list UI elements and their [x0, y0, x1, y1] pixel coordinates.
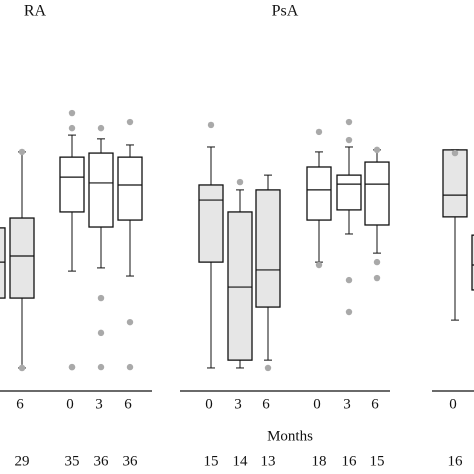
- outlier: [97, 329, 105, 337]
- x-tick-label: 0: [313, 396, 321, 412]
- box: [198, 184, 224, 263]
- x-tick-label: 3: [343, 396, 351, 412]
- box: [442, 149, 468, 218]
- outlier: [97, 363, 105, 371]
- outlier: [68, 109, 76, 117]
- outlier: [345, 308, 353, 316]
- outlier: [18, 148, 26, 156]
- box: [255, 189, 281, 308]
- x-tick-label: 6: [262, 396, 270, 412]
- count-label: 36: [123, 453, 139, 469]
- box: [364, 161, 390, 226]
- outlier: [207, 121, 215, 129]
- outlier: [18, 364, 26, 372]
- count-label: 16: [448, 453, 464, 469]
- box: [88, 152, 114, 228]
- outlier: [315, 261, 323, 269]
- x-tick-label: 6: [371, 396, 379, 412]
- x-tick-label: 0: [449, 396, 457, 412]
- outlier: [68, 124, 76, 132]
- x-tick-label: 6: [16, 396, 24, 412]
- count-label: 35: [65, 453, 80, 469]
- box: [0, 227, 6, 299]
- outlier: [264, 364, 272, 372]
- outlier: [97, 124, 105, 132]
- count-label: 18: [312, 453, 327, 469]
- outlier: [315, 128, 323, 136]
- count-label: 15: [370, 453, 385, 469]
- box: [117, 156, 143, 221]
- outlier: [345, 136, 353, 144]
- outlier: [373, 146, 381, 154]
- outlier: [345, 276, 353, 284]
- outlier: [451, 149, 459, 157]
- x-tick-label: 3: [234, 396, 242, 412]
- box: [471, 234, 474, 291]
- x-tick-label: 0: [205, 396, 213, 412]
- count-label: 16: [342, 453, 358, 469]
- outlier: [126, 318, 134, 326]
- count-label: 15: [204, 453, 219, 469]
- count-label: 14: [233, 453, 249, 469]
- panel-title: RA: [24, 3, 47, 20]
- outlier: [345, 118, 353, 126]
- box: [59, 156, 85, 213]
- outlier: [373, 274, 381, 282]
- outlier: [373, 258, 381, 266]
- count-label: 29: [15, 453, 30, 469]
- x-tick-label: 0: [66, 396, 74, 412]
- panel-title: PsA: [272, 3, 299, 20]
- x-axis-label: Months: [267, 428, 313, 444]
- outlier: [236, 178, 244, 186]
- outlier: [126, 118, 134, 126]
- outlier: [97, 294, 105, 302]
- box: [306, 166, 332, 221]
- box: [9, 217, 35, 299]
- x-tick-label: 3: [95, 396, 103, 412]
- outlier: [126, 363, 134, 371]
- x-tick-label: 6: [124, 396, 132, 412]
- count-label: 13: [261, 453, 276, 469]
- count-label: 36: [94, 453, 110, 469]
- outlier: [68, 363, 76, 371]
- box: [227, 211, 253, 361]
- box: [336, 174, 362, 211]
